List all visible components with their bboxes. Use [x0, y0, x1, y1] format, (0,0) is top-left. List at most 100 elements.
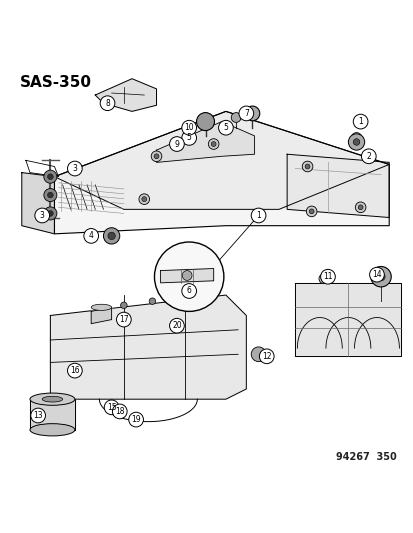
- Ellipse shape: [42, 397, 62, 402]
- Circle shape: [116, 312, 131, 327]
- Text: SAS-350: SAS-350: [20, 75, 92, 90]
- Circle shape: [128, 412, 143, 427]
- Circle shape: [104, 400, 119, 415]
- Circle shape: [120, 302, 127, 309]
- Circle shape: [244, 106, 259, 121]
- Circle shape: [154, 242, 223, 311]
- Ellipse shape: [91, 304, 112, 310]
- Text: 13: 13: [33, 411, 43, 420]
- Circle shape: [361, 149, 375, 164]
- Circle shape: [44, 189, 57, 201]
- Circle shape: [44, 170, 57, 183]
- Circle shape: [154, 154, 159, 159]
- Polygon shape: [287, 154, 388, 217]
- Text: 3: 3: [72, 164, 77, 173]
- Text: 20: 20: [172, 321, 181, 330]
- Circle shape: [211, 142, 216, 147]
- Circle shape: [208, 139, 218, 149]
- Circle shape: [376, 272, 384, 281]
- Circle shape: [320, 269, 335, 284]
- Circle shape: [369, 268, 383, 282]
- Text: 2: 2: [366, 152, 370, 161]
- Polygon shape: [30, 399, 75, 430]
- Circle shape: [350, 133, 361, 143]
- Circle shape: [151, 151, 161, 161]
- Text: 1: 1: [256, 211, 260, 220]
- Circle shape: [354, 202, 365, 213]
- Circle shape: [318, 274, 328, 284]
- Circle shape: [370, 266, 390, 287]
- Text: 94267  350: 94267 350: [335, 453, 396, 463]
- Circle shape: [357, 205, 362, 210]
- Circle shape: [47, 192, 53, 198]
- Circle shape: [31, 408, 45, 423]
- Circle shape: [352, 114, 367, 129]
- Text: 1: 1: [357, 117, 362, 126]
- Circle shape: [84, 229, 98, 243]
- Circle shape: [169, 318, 184, 333]
- Polygon shape: [294, 283, 401, 356]
- Text: 5: 5: [186, 133, 191, 142]
- Circle shape: [47, 174, 53, 180]
- Circle shape: [196, 112, 214, 131]
- Text: 14: 14: [371, 270, 381, 279]
- Circle shape: [181, 284, 196, 298]
- Text: 12: 12: [261, 352, 271, 361]
- Circle shape: [142, 197, 146, 201]
- Polygon shape: [156, 122, 254, 163]
- Text: 16: 16: [70, 366, 79, 375]
- Ellipse shape: [30, 393, 75, 405]
- Text: 18: 18: [115, 407, 124, 416]
- Circle shape: [169, 136, 184, 151]
- Circle shape: [100, 96, 114, 110]
- Ellipse shape: [30, 424, 75, 436]
- Text: 6: 6: [186, 287, 191, 295]
- Circle shape: [181, 131, 196, 146]
- Polygon shape: [160, 269, 213, 283]
- Circle shape: [202, 298, 208, 304]
- Polygon shape: [91, 308, 112, 324]
- Circle shape: [231, 112, 240, 123]
- Circle shape: [259, 349, 273, 364]
- Circle shape: [35, 208, 50, 223]
- Polygon shape: [95, 79, 156, 111]
- Circle shape: [181, 120, 196, 135]
- Text: 9: 9: [174, 140, 179, 149]
- Circle shape: [218, 120, 233, 135]
- Text: 3: 3: [40, 211, 45, 220]
- Text: 8: 8: [105, 99, 109, 108]
- Circle shape: [169, 300, 176, 306]
- Text: 10: 10: [184, 123, 194, 132]
- Circle shape: [139, 194, 149, 205]
- Circle shape: [182, 271, 192, 280]
- Text: 17: 17: [119, 315, 128, 324]
- Circle shape: [353, 135, 358, 140]
- Text: 5: 5: [223, 123, 228, 132]
- Circle shape: [44, 207, 57, 220]
- Circle shape: [251, 347, 265, 361]
- Circle shape: [67, 161, 82, 176]
- Circle shape: [103, 228, 119, 244]
- Circle shape: [67, 364, 82, 378]
- Text: 4: 4: [88, 231, 93, 240]
- Polygon shape: [55, 111, 388, 234]
- Circle shape: [301, 161, 312, 172]
- Circle shape: [309, 209, 313, 214]
- Circle shape: [238, 106, 253, 121]
- Polygon shape: [22, 173, 55, 234]
- Circle shape: [251, 208, 265, 223]
- Circle shape: [112, 404, 127, 419]
- Text: 15: 15: [107, 403, 116, 412]
- Circle shape: [47, 211, 53, 216]
- Text: 19: 19: [131, 415, 140, 424]
- Circle shape: [347, 134, 364, 150]
- Circle shape: [108, 232, 115, 239]
- Polygon shape: [50, 295, 246, 399]
- Polygon shape: [55, 111, 388, 209]
- Text: 7: 7: [243, 109, 248, 118]
- Text: 11: 11: [323, 272, 332, 281]
- Circle shape: [352, 139, 359, 146]
- Circle shape: [304, 164, 309, 169]
- Circle shape: [306, 206, 316, 217]
- Circle shape: [149, 298, 155, 304]
